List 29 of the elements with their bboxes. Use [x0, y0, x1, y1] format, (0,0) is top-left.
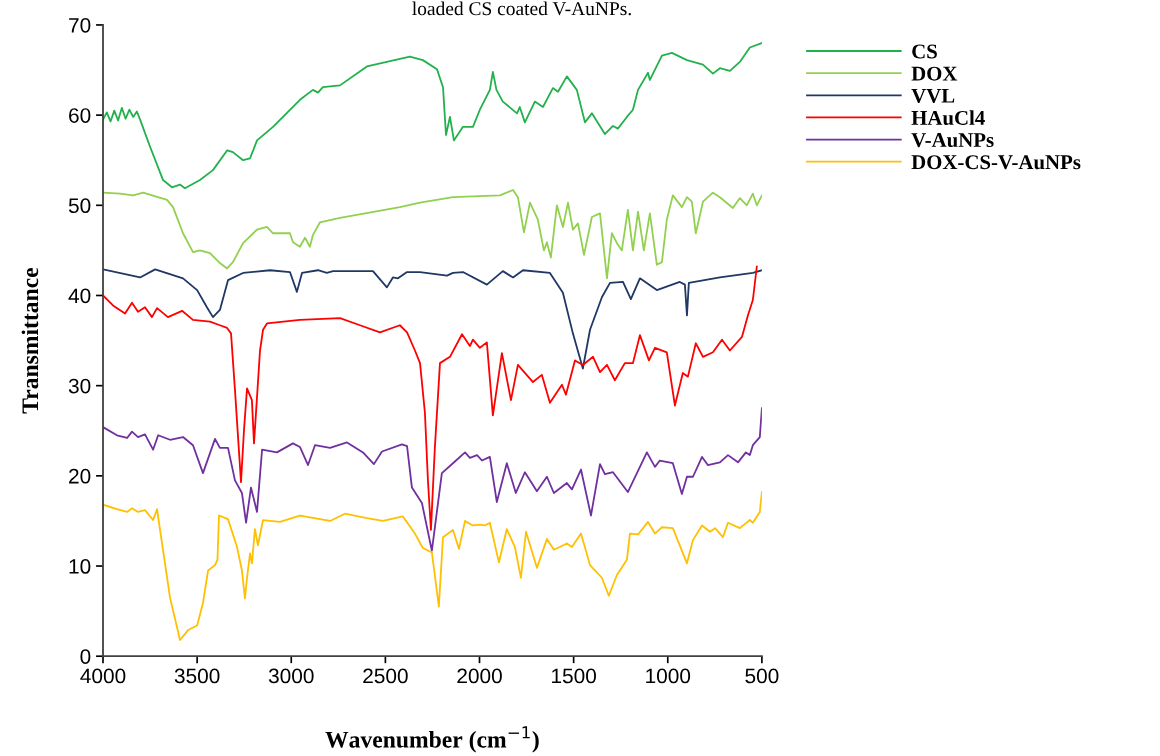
x-tick-label: 3000	[268, 668, 314, 684]
legend-label: DOX	[911, 66, 958, 81]
y-tick-label: 20	[69, 468, 91, 484]
legend-label: CS	[912, 44, 937, 59]
x-tick-label: 2000	[457, 668, 502, 684]
x-tick-label: 4000	[80, 668, 126, 684]
x-tick-label: 1500	[552, 668, 596, 684]
y-tick-label: 60	[69, 108, 91, 123]
x-axis-title: Wavenumber (cm$^{−1}$)	[325, 726, 539, 753]
y-tick-label: 70	[69, 17, 91, 33]
legend-label: HAuCl4	[911, 110, 985, 125]
legend-label: DOX-CS-V-AuNPs	[911, 155, 1081, 170]
x-tick-label: 2500	[363, 668, 408, 684]
line-series	[103, 189, 762, 280]
y-tick-label: 40	[68, 288, 91, 304]
x-tick-label: 1000	[646, 668, 691, 684]
text: loaded CS coated V-AuNPs.	[412, 1, 631, 16]
x-tick-label: 3500	[174, 668, 220, 684]
legend-label: VVL	[911, 88, 955, 103]
y-tick-label: 30	[68, 378, 91, 394]
legend-label: V-AuNPs	[911, 133, 994, 148]
y-tick-label: 10	[69, 559, 91, 574]
line-series	[103, 265, 758, 531]
line-series	[103, 268, 762, 370]
y-axis-title: Transmittance	[21, 267, 39, 414]
x-tick-label: 500	[745, 668, 779, 684]
y-tick-label: 0	[80, 649, 91, 664]
line-series	[103, 42, 762, 190]
y-tick-label: 50	[68, 198, 91, 214]
